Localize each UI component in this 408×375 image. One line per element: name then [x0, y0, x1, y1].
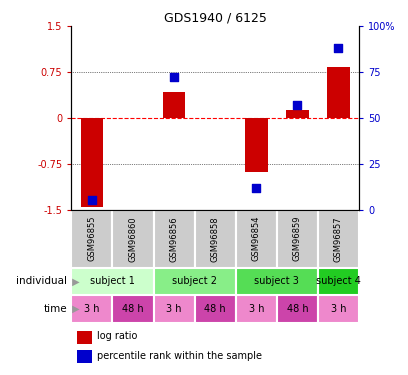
Point [253, 184, 259, 190]
Text: log ratio: log ratio [97, 332, 137, 342]
Point [171, 74, 177, 80]
Bar [153, 268, 236, 295]
Bar [327, 67, 350, 118]
Bar [318, 295, 359, 322]
Text: subject 3: subject 3 [255, 276, 299, 286]
Bar [245, 118, 268, 172]
Point [335, 45, 342, 51]
Text: GSM96854: GSM96854 [252, 216, 261, 261]
Text: GSM96858: GSM96858 [211, 216, 220, 261]
Text: 48 h: 48 h [286, 304, 308, 314]
Text: 3 h: 3 h [331, 304, 346, 314]
Text: GSM96855: GSM96855 [87, 216, 96, 261]
Bar [153, 210, 195, 268]
Text: subject 4: subject 4 [316, 276, 361, 286]
Bar [318, 268, 359, 295]
Bar [153, 295, 195, 322]
Bar [77, 350, 91, 363]
Text: GSM96859: GSM96859 [293, 216, 302, 261]
Text: subject 2: subject 2 [172, 276, 217, 286]
Bar [236, 210, 277, 268]
Text: 48 h: 48 h [122, 304, 144, 314]
Bar [286, 110, 309, 118]
Bar [236, 295, 277, 322]
Text: 48 h: 48 h [204, 304, 226, 314]
Bar [113, 210, 153, 268]
Text: GSM96860: GSM96860 [129, 216, 137, 261]
Text: subject 1: subject 1 [90, 276, 135, 286]
Text: ▶: ▶ [69, 276, 80, 286]
Bar [163, 92, 185, 118]
Bar [195, 210, 236, 268]
Bar [71, 210, 113, 268]
Text: time: time [44, 304, 67, 314]
Bar [77, 331, 91, 344]
Bar [277, 295, 318, 322]
Text: GSM96857: GSM96857 [334, 216, 343, 261]
Bar [113, 295, 153, 322]
Bar [71, 295, 113, 322]
Text: individual: individual [16, 276, 67, 286]
Bar [236, 268, 318, 295]
Text: GSM96856: GSM96856 [170, 216, 179, 261]
Bar [277, 210, 318, 268]
Bar [195, 295, 236, 322]
Title: GDS1940 / 6125: GDS1940 / 6125 [164, 12, 267, 25]
Point [89, 197, 95, 203]
Text: ▶: ▶ [69, 304, 80, 314]
Text: 3 h: 3 h [248, 304, 264, 314]
Bar [318, 210, 359, 268]
Bar [71, 268, 153, 295]
Point [294, 102, 301, 108]
Bar [81, 118, 103, 207]
Text: percentile rank within the sample: percentile rank within the sample [97, 351, 262, 361]
Text: 3 h: 3 h [166, 304, 182, 314]
Text: 3 h: 3 h [84, 304, 100, 314]
